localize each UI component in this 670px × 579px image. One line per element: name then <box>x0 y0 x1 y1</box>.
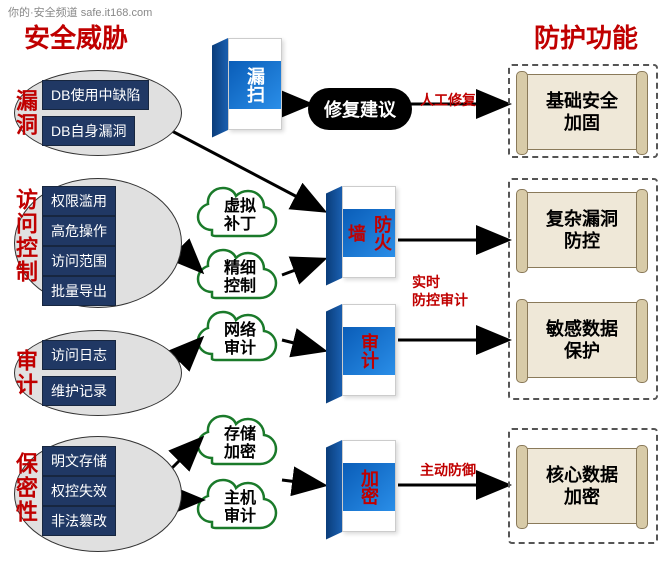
header-protection: 防护功能 <box>534 18 638 55</box>
threat-tag: 维护记录 <box>42 376 116 406</box>
threat-tag: 权控失效 <box>42 476 116 506</box>
threat-group-label: 保密性 <box>9 452 41 524</box>
protection-scroll: 敏感数据保护 <box>522 302 642 378</box>
product-box: 防火墙 <box>326 186 396 278</box>
threat-group-label: 审计 <box>9 349 41 397</box>
threat-tag: 高危操作 <box>42 216 116 246</box>
threat-group-label: 漏洞 <box>9 89 41 137</box>
annotation-text: 实时 <box>412 272 440 292</box>
product-box: 加密 <box>326 440 396 532</box>
threat-tag: 访问日志 <box>42 340 116 370</box>
threat-group-label: 访问控制 <box>9 188 41 284</box>
annotation-text: 主动防御 <box>420 460 476 480</box>
fix-suggestion-pill: 修复建议 <box>308 88 412 130</box>
cloud-node: 存储加密 <box>200 416 280 472</box>
product-box: 漏扫 <box>212 38 282 130</box>
product-box: 审计 <box>326 304 396 396</box>
threat-tag: 明文存储 <box>42 446 116 476</box>
threat-tag: DB自身漏洞 <box>42 116 135 146</box>
cloud-node: 网络审计 <box>200 312 280 368</box>
cloud-node: 主机审计 <box>200 480 280 536</box>
protection-scroll: 复杂漏洞防控 <box>522 192 642 268</box>
header-threats: 安全威胁 <box>24 18 128 55</box>
threat-tag: 权限滥用 <box>42 186 116 216</box>
protection-scroll: 基础安全加固 <box>522 74 642 150</box>
threat-tag: DB使用中缺陷 <box>42 80 149 110</box>
threat-tag: 非法篡改 <box>42 506 116 536</box>
threat-tag: 访问范围 <box>42 246 116 276</box>
cloud-node: 虚拟补丁 <box>200 188 280 244</box>
annotation-text: 人工修复 <box>420 90 476 110</box>
annotation-text: 防控审计 <box>412 290 468 310</box>
cloud-node: 精细控制 <box>200 250 280 306</box>
protection-scroll: 核心数据加密 <box>522 448 642 524</box>
threat-tag: 批量导出 <box>42 276 116 306</box>
